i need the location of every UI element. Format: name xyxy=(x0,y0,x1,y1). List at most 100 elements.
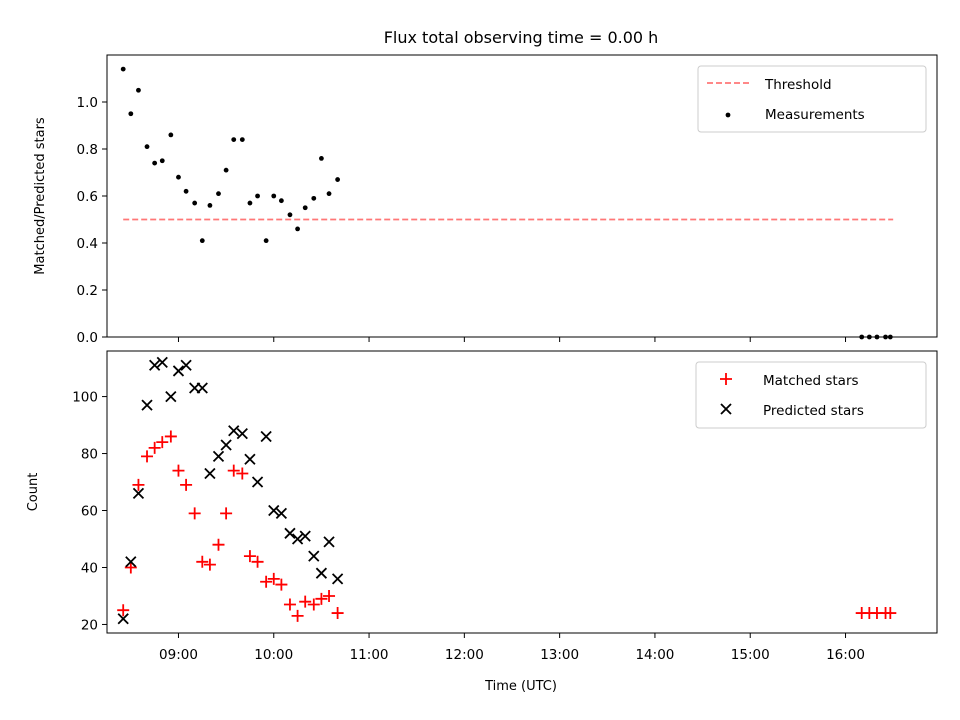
matched-star-point xyxy=(141,450,154,463)
count-x-tick-label: 13:00 xyxy=(540,647,579,663)
predicted-star-point xyxy=(236,427,248,440)
count-x-ticks: 09:00 10:00 11:00 12:00 13:00 14:00 15:00 16:00 xyxy=(159,633,865,663)
ratio-y-axis-label: Matched/Predicted stars xyxy=(33,117,48,275)
count-y-ticks: 20 40 60 80 100 xyxy=(72,390,107,633)
matched-star-point xyxy=(164,430,177,443)
ratio-y-tick-label: 0.0 xyxy=(77,330,98,346)
measurement-point xyxy=(874,334,880,340)
predicted-star-point xyxy=(260,430,272,443)
count-x-tick-label: 09:00 xyxy=(159,647,198,663)
measurement-point xyxy=(319,156,324,161)
predicted-legend-label: Predicted stars xyxy=(763,403,864,419)
matched-star-point xyxy=(260,575,273,588)
count-x-tick-label: 16:00 xyxy=(826,647,865,663)
matched-star-point xyxy=(251,555,264,568)
count-legend-box xyxy=(695,361,927,429)
count-y-tick-label: 40 xyxy=(81,560,98,576)
predicted-star-point xyxy=(315,567,328,579)
measurement-point xyxy=(144,144,150,150)
ratio-plot: Matched/Predicted stars 0.0 0.2 0.4 0.6 0.8 1… xyxy=(33,54,938,346)
ratio-y-tick-label: 1.0 xyxy=(77,95,98,111)
matched-star-point xyxy=(117,604,130,617)
measurement-point xyxy=(287,212,293,218)
predicted-star-point xyxy=(331,573,344,585)
measurement-point xyxy=(887,334,893,340)
predicted-star-point xyxy=(284,527,296,539)
measurement-point xyxy=(247,200,253,206)
measurement-point xyxy=(271,193,277,199)
count-marks xyxy=(117,356,897,625)
matched-star-point xyxy=(331,607,344,620)
measurements-legend-label: Measurements xyxy=(765,107,865,123)
predicted-star-point xyxy=(196,382,208,394)
count-x-tick-label: 15:00 xyxy=(731,647,770,663)
ratio-legend: Threshold Measurements xyxy=(697,65,927,133)
count-x-tick-label: 11:00 xyxy=(350,647,389,663)
predicted-star-point xyxy=(299,530,311,542)
predicted-star-point xyxy=(117,613,129,625)
matched-star-point xyxy=(180,478,193,491)
x-axis-label: Time (UTC) xyxy=(484,679,557,694)
predicted-star-point xyxy=(268,504,280,517)
measurement-point xyxy=(168,132,174,138)
ratio-y-tick-label: 0.6 xyxy=(77,189,98,205)
predicted-star-point xyxy=(220,439,232,451)
count-y-tick-label: 80 xyxy=(81,447,98,463)
ratio-marks xyxy=(120,66,894,340)
predicted-star-point xyxy=(172,365,185,377)
ratio-x-ticks xyxy=(177,337,847,342)
predicted-star-point xyxy=(180,359,192,371)
count-y-axis-label: Count xyxy=(26,473,41,512)
ratio-y-tick-label: 0.2 xyxy=(77,283,98,299)
measurement-point xyxy=(263,238,269,244)
count-x-tick-label: 12:00 xyxy=(445,647,484,663)
measurement-point xyxy=(136,87,141,93)
matched-star-point xyxy=(267,572,280,585)
measurement-point xyxy=(223,167,229,173)
measurement-point xyxy=(311,195,317,201)
predicted-star-point xyxy=(212,450,225,463)
matched-star-point xyxy=(220,507,233,520)
predicted-star-point xyxy=(156,356,168,369)
predicted-star-point xyxy=(204,467,216,480)
count-y-tick-label: 20 xyxy=(81,617,98,633)
threshold-legend-label: Threshold xyxy=(764,77,832,93)
measurement-point xyxy=(159,158,165,164)
count-y-tick-label: 100 xyxy=(72,390,98,406)
matched-star-point xyxy=(299,595,312,608)
predicted-star-point xyxy=(251,476,264,488)
matched-star-point xyxy=(227,464,240,477)
matched-star-point xyxy=(196,555,209,568)
matched-star-point xyxy=(323,589,336,602)
measurement-point xyxy=(866,334,872,340)
matched-star-point xyxy=(156,436,169,449)
measurement-point xyxy=(207,203,213,208)
chart-title: Flux total observing time = 0.00 h xyxy=(384,28,659,47)
predicted-legend-marker xyxy=(720,403,732,415)
measurement-point xyxy=(302,205,308,211)
measurement-point xyxy=(183,188,189,194)
predicted-star-point xyxy=(125,556,137,568)
ratio-y-ticks: 0.0 0.2 0.4 0.6 0.8 1.0 xyxy=(77,95,107,346)
measurement-point xyxy=(326,191,332,197)
matched-star-point xyxy=(884,607,897,620)
predicted-star-point xyxy=(165,390,177,403)
count-x-tick-label: 14:00 xyxy=(635,647,674,663)
predicted-star-point xyxy=(244,453,256,465)
matched-star-point xyxy=(188,507,201,520)
measurement-point xyxy=(859,334,865,340)
matched-star-point xyxy=(132,478,145,491)
matched-star-point xyxy=(275,578,288,591)
measurement-point xyxy=(192,200,198,206)
measurement-point xyxy=(128,111,134,117)
matched-star-point xyxy=(203,558,216,571)
ratio-legend-box xyxy=(697,65,927,133)
predicted-star-point xyxy=(228,425,240,437)
ratio-y-tick-label: 0.8 xyxy=(77,142,98,158)
matched-star-point xyxy=(283,598,296,611)
measurement-point xyxy=(239,137,245,143)
matched-legend-marker xyxy=(720,373,732,385)
predicted-star-point xyxy=(308,550,320,562)
measurements-legend-marker xyxy=(725,112,731,118)
